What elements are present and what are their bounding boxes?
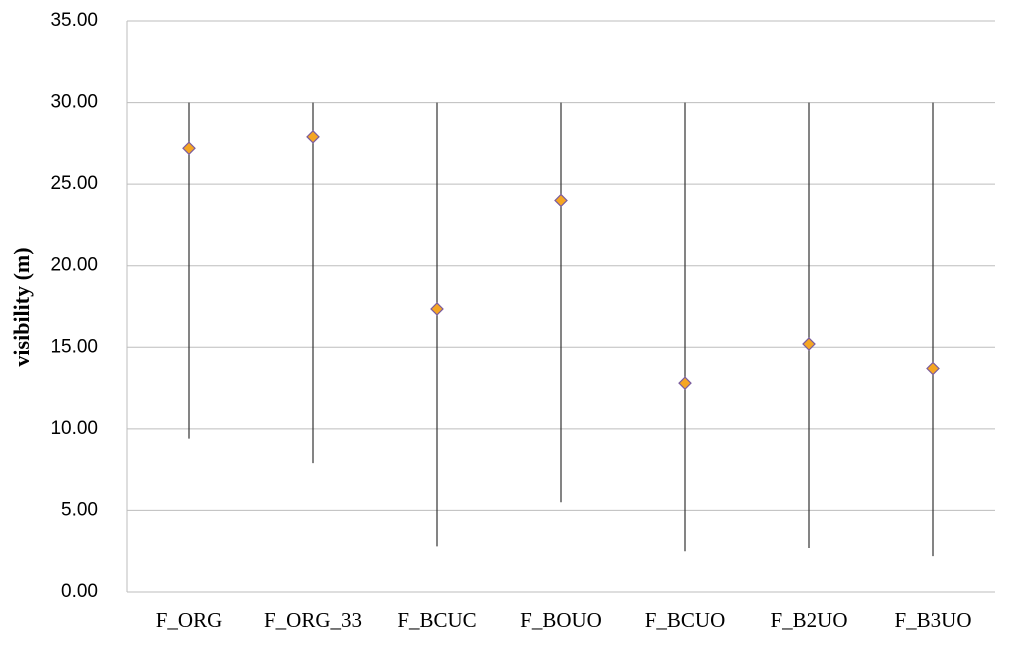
mean-marker xyxy=(554,193,568,208)
y-tick-label: 30.00 xyxy=(50,92,98,113)
y-tick-label: 15.00 xyxy=(50,336,98,357)
x-tick-label: F_ORG_33 xyxy=(264,608,362,632)
x-tick-label: F_B3UO xyxy=(894,608,971,632)
y-tick-label: 20.00 xyxy=(50,255,98,276)
mean-marker xyxy=(430,302,444,316)
x-tick-label: F_BCUO xyxy=(645,608,726,632)
x-tick-label: F_BCUC xyxy=(397,608,476,632)
mean-marker xyxy=(678,376,692,391)
mean-marker xyxy=(926,361,940,376)
y-tick-label: 5.00 xyxy=(61,499,98,520)
y-tick-label: 0.00 xyxy=(61,581,98,602)
x-tick-label: F_BOUO xyxy=(520,608,602,632)
y-tick-label: 35.00 xyxy=(50,10,98,31)
mean-marker xyxy=(306,129,320,144)
x-tick-label: F_ORG xyxy=(156,608,223,632)
y-tick-label: 25.00 xyxy=(50,173,98,194)
mean-marker xyxy=(802,337,816,351)
y-tick-label: 10.00 xyxy=(50,418,98,439)
y-axis-label: visibility (m) xyxy=(9,247,34,366)
mean-marker xyxy=(182,141,196,156)
x-tick-label: F_B2UO xyxy=(770,608,847,632)
